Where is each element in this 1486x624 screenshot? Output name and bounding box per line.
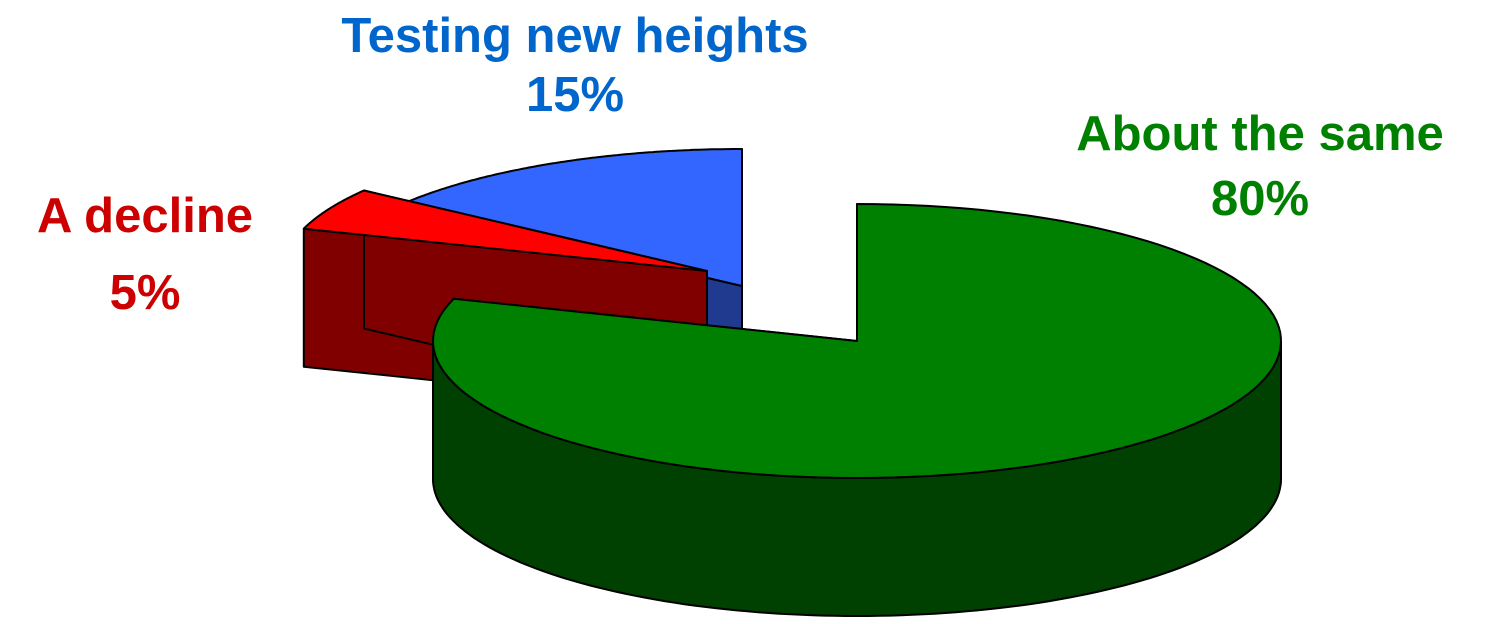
slice-label-decline-value: 5% bbox=[109, 266, 181, 320]
slice-label-testing-name: Testing new heights bbox=[341, 9, 809, 63]
slice-a-decline bbox=[302, 189, 708, 272]
slice-label-same-name: About the same bbox=[1076, 107, 1444, 161]
slice-about-the-same bbox=[432, 203, 1282, 479]
slice-label-testing-value: 15% bbox=[525, 68, 625, 122]
slice-testing-new-heights bbox=[398, 148, 743, 287]
slice-label-a-decline: A decline 5% bbox=[0, 192, 290, 318]
slice-label-about-the-same: About the same 80% bbox=[1030, 110, 1486, 224]
slice-label-testing-new-heights: Testing new heights 15% bbox=[240, 12, 910, 120]
slice-label-decline-name: A decline bbox=[36, 189, 254, 243]
slice-label-same-value: 80% bbox=[1210, 172, 1310, 226]
